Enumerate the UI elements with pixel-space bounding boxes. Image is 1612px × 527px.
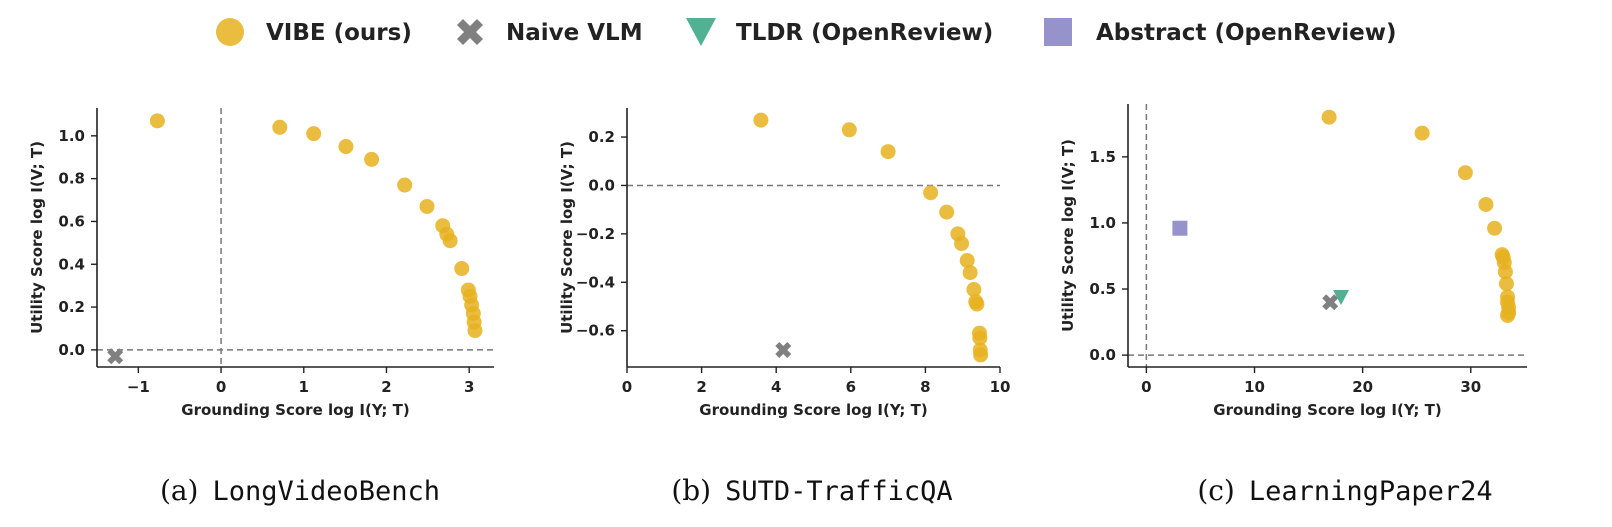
abstract-point <box>1172 220 1188 236</box>
chart-panel-b: 0 2 4 6 8 10 −0.6 −0.4 −0.2 0.0 0.2 Grounding Score… <box>558 108 1010 419</box>
x-axis-label: Grounding Score log I(Y; T) <box>1213 401 1441 419</box>
y-axis-label: Utility Score log I(V; T) <box>558 141 576 334</box>
vibe-point <box>1487 220 1503 236</box>
caption-b-name: SUTD-TrafficQA <box>725 476 953 507</box>
legend-circle-marker <box>216 18 244 46</box>
legend-x-marker <box>457 19 483 45</box>
vibe-point <box>880 144 896 160</box>
vibe-point <box>954 236 970 252</box>
legend-label-tldr: TLDR (OpenReview) <box>736 20 993 46</box>
vibe-point <box>397 177 413 193</box>
naive-vlm-point <box>775 342 792 359</box>
caption-c: (c) LearningPaper24 <box>1197 474 1492 507</box>
vibe-point <box>149 113 165 129</box>
vibe-point <box>753 112 769 128</box>
vibe-point <box>923 185 939 201</box>
x-tick-label: 3 <box>464 378 474 396</box>
vibe-point <box>419 198 435 214</box>
legend-triangle-marker <box>686 18 716 46</box>
chart-panel-a: −1 0 1 2 3 0.0 0.2 0.4 0.6 0.8 1.0 Grounding Score … <box>28 108 494 419</box>
vibe-point <box>973 347 989 363</box>
vibe-point <box>939 204 955 220</box>
x-tick-label: −1 <box>127 378 150 396</box>
legend-label-vibe: VIBE (ours) <box>266 20 412 46</box>
y-tick-label: 1.0 <box>1089 214 1116 232</box>
y-tick-label: 0.0 <box>1089 346 1116 364</box>
x-tick-label: 2 <box>696 378 706 396</box>
y-tick-label: 0.4 <box>58 255 85 273</box>
x-tick-label: 6 <box>846 378 856 396</box>
legend: VIBE (ours) Naive VLM TLDR (OpenReview) … <box>216 18 1397 46</box>
x-tick-label: 0 <box>622 378 632 396</box>
caption-c-name: LearningPaper24 <box>1249 476 1493 507</box>
x-tick-label: 0 <box>216 378 226 396</box>
y-tick-label: 0.6 <box>58 212 85 230</box>
caption-c-prefix: (c) <box>1197 474 1235 507</box>
vibe-point <box>306 126 322 142</box>
y-tick-label: 0.2 <box>588 128 615 146</box>
y-tick-label: 1.5 <box>1089 148 1116 166</box>
x-tick-label: 0 <box>1141 378 1151 396</box>
caption-b: (b) SUTD-TrafficQA <box>671 474 952 507</box>
legend-item-vibe: VIBE (ours) <box>216 18 412 46</box>
captions: (a) LongVideoBench (b) SUTD-TrafficQA (c… <box>160 474 1493 507</box>
vibe-point <box>1321 109 1337 125</box>
y-tick-label: 0.5 <box>1089 280 1116 298</box>
vibe-point <box>841 122 857 138</box>
vibe-point <box>467 323 483 339</box>
legend-label-naive: Naive VLM <box>506 20 643 46</box>
y-tick-label: 0.0 <box>58 341 85 359</box>
y-tick-label: 0.2 <box>58 298 85 316</box>
vibe-point <box>338 139 354 155</box>
y-tick-label: −0.6 <box>576 322 615 340</box>
x-tick-label: 2 <box>381 378 391 396</box>
naive-vlm-point <box>1322 294 1339 311</box>
vibe-point <box>966 282 982 298</box>
vibe-point <box>1457 165 1473 181</box>
vibe-point <box>1498 276 1514 292</box>
naive-vlm-point <box>107 348 124 365</box>
legend-item-abstract: Abstract (OpenReview) <box>1044 18 1397 46</box>
x-tick-label: 8 <box>920 378 930 396</box>
legend-label-abstract: Abstract (OpenReview) <box>1096 20 1397 46</box>
x-tick-label: 10 <box>1244 378 1265 396</box>
x-axis-label: Grounding Score log I(Y; T) <box>181 401 409 419</box>
vibe-point <box>1500 307 1516 323</box>
x-axis-label: Grounding Score log I(Y; T) <box>699 401 927 419</box>
vibe-point <box>454 261 470 277</box>
legend-item-naive: Naive VLM <box>457 19 643 46</box>
caption-b-prefix: (b) <box>671 474 711 507</box>
legend-item-tldr: TLDR (OpenReview) <box>686 18 993 46</box>
vibe-point <box>1478 196 1494 212</box>
y-tick-label: −0.2 <box>576 225 615 243</box>
caption-a-name: LongVideoBench <box>212 476 440 507</box>
x-tick-label: 10 <box>990 378 1011 396</box>
vibe-point <box>959 252 975 268</box>
y-axis-label: Utility Score log I(V; T) <box>1059 139 1077 332</box>
x-tick-label: 30 <box>1460 378 1481 396</box>
y-tick-label: 1.0 <box>58 127 85 145</box>
vibe-point <box>364 151 380 167</box>
y-tick-label: 0.8 <box>58 170 85 188</box>
vibe-point <box>1414 125 1430 141</box>
vibe-point <box>272 119 288 135</box>
y-tick-label: −0.4 <box>576 273 615 291</box>
panels: −1 0 1 2 3 0.0 0.2 0.4 0.6 0.8 1.0 Grounding Score … <box>28 104 1527 419</box>
chart-panel-c: 0 10 20 30 0.0 0.5 1.0 1.5 Grounding Score log I… <box>1059 104 1527 419</box>
x-tick-label: 1 <box>299 378 309 396</box>
tldr-point <box>1333 289 1350 305</box>
x-tick-label: 4 <box>771 378 781 396</box>
vibe-point <box>962 265 978 281</box>
y-tick-label: 0.0 <box>588 176 615 194</box>
caption-a: (a) LongVideoBench <box>160 474 440 507</box>
legend-square-marker <box>1044 18 1072 46</box>
vibe-point <box>442 233 458 249</box>
vibe-point <box>972 330 988 346</box>
y-axis-label: Utility Score log I(V; T) <box>28 141 46 334</box>
x-tick-label: 20 <box>1352 378 1373 396</box>
caption-a-prefix: (a) <box>160 474 199 507</box>
vibe-point <box>969 296 985 312</box>
vibe-point <box>1497 264 1513 280</box>
